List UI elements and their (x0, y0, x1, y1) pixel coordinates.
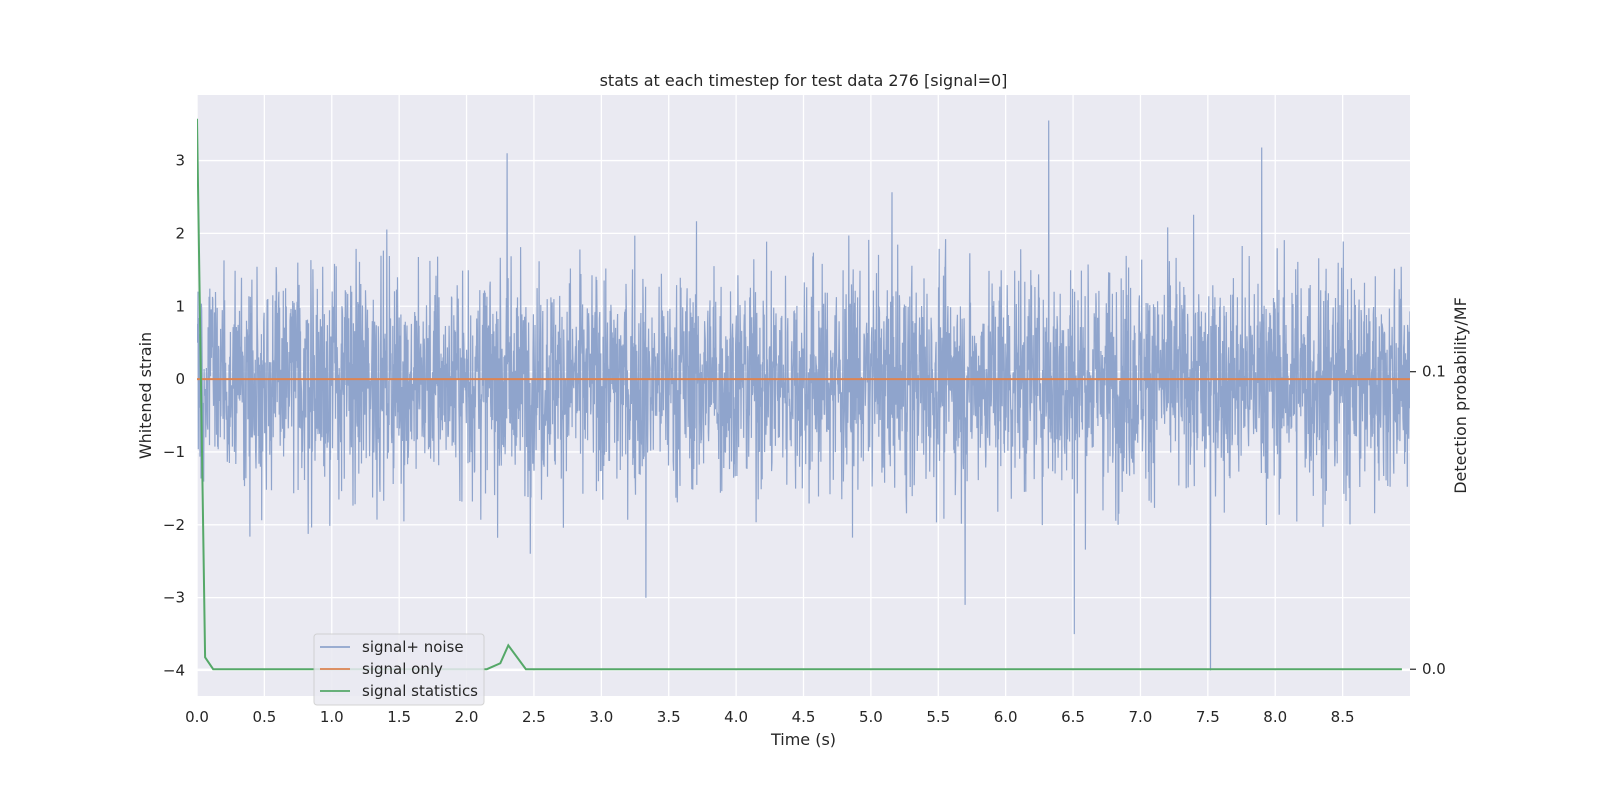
x-tick-label: 0.0 (185, 708, 209, 726)
x-tick-label: 1.5 (387, 708, 411, 726)
x-tick-label: 5.0 (859, 708, 883, 726)
x-tick-label: 7.5 (1196, 708, 1220, 726)
y-tick-label: −1 (163, 443, 185, 461)
y-tick-label: −2 (163, 516, 185, 534)
x-axis: 0.0 0.5 1.0 1.5 2.0 2.5 3.0 3.5 4.0 4.5 5.0 5.5 6.0 6… (185, 708, 1354, 726)
x-tick-label: 6.5 (1061, 708, 1085, 726)
y-tick-label: −3 (163, 589, 185, 607)
x-tick-label: 6.0 (994, 708, 1018, 726)
legend-entry-signal-noise: signal+ noise (362, 638, 464, 656)
x-tick-label: 4.5 (792, 708, 816, 726)
x-tick-label: 2.0 (455, 708, 479, 726)
y-right-tick-label: 0.0 (1422, 660, 1446, 678)
x-tick-label: 5.5 (926, 708, 950, 726)
x-tick-label: 8.5 (1331, 708, 1355, 726)
x-tick-label: 3.0 (589, 708, 613, 726)
legend-entry-signal-statistics: signal statistics (362, 682, 478, 700)
y-tick-label: 2 (175, 224, 185, 242)
y-right-tick-label: 0.1 (1422, 363, 1446, 381)
x-tick-label: 3.5 (657, 708, 681, 726)
x-tick-label: 0.5 (252, 708, 276, 726)
y-axis-left: 3 2 1 0 −1 −2 −3 −4 (163, 152, 185, 680)
legend: signal+ noise signal only signal statist… (313, 633, 485, 706)
x-tick-label: 4.0 (724, 708, 748, 726)
y-axis-label: Whitened strain (136, 332, 155, 459)
x-tick-label: 8.0 (1263, 708, 1287, 726)
y-axis-right: 0.1 0.0 (1410, 363, 1446, 678)
x-tick-label: 2.5 (522, 708, 546, 726)
legend-box (313, 633, 485, 706)
y-axis-right-label: Detection probability/MF (1451, 297, 1470, 494)
x-tick-label: 7.0 (1129, 708, 1153, 726)
legend-entry-signal-only: signal only (362, 660, 443, 678)
x-axis-label: Time (s) (770, 730, 836, 749)
chart-title: stats at each timestep for test data 276… (600, 71, 1008, 90)
x-tick-label: 1.0 (320, 708, 344, 726)
y-tick-label: 3 (175, 152, 185, 170)
series-signal-noise-line (197, 120, 1410, 671)
y-tick-label: 1 (175, 297, 185, 315)
series-signal-statistics-line (197, 118, 1402, 671)
series-layer (197, 118, 1410, 671)
y-tick-label: 0 (175, 370, 185, 388)
y-tick-label: −4 (163, 662, 185, 680)
